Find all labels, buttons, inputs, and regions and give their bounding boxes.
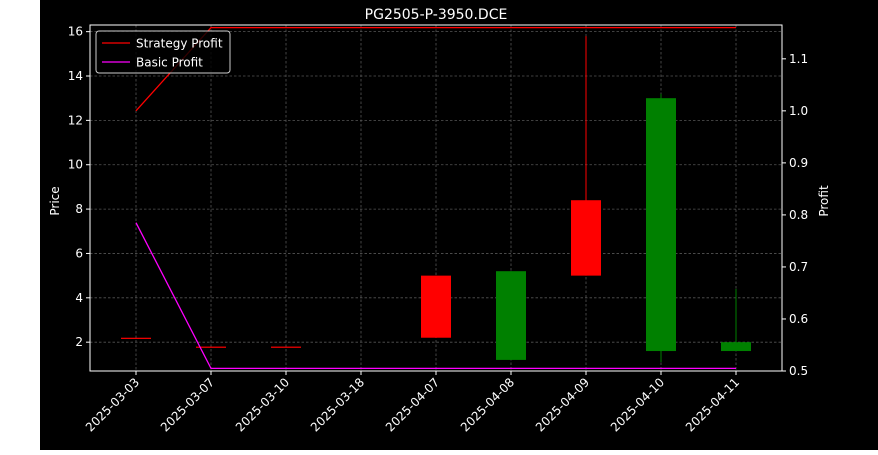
y-right-tick-label: 0.6 xyxy=(789,312,808,326)
x-tick-label: 2025-03-10 xyxy=(233,375,292,434)
y-right-tick-label: 1.0 xyxy=(789,104,808,118)
x-tick-label: 2025-04-11 xyxy=(683,375,742,434)
legend: Strategy Profit Basic Profit xyxy=(95,30,231,74)
candle-body xyxy=(271,346,301,348)
y-left-tick-label: 16 xyxy=(68,25,83,39)
left-axis-ticks: 2 4 6 8 10 12 14 16 xyxy=(68,25,90,349)
chart-figure: 2 4 6 8 10 12 14 16 0.5 0.6 0.7 0.8 0.9 1.0 1.1 2025-… xyxy=(40,0,878,450)
right-axis-label: Profit xyxy=(817,185,831,217)
candle-body xyxy=(571,200,601,276)
candles xyxy=(121,36,751,363)
y-right-tick-label: 0.8 xyxy=(789,208,808,222)
x-tick-label: 2025-04-10 xyxy=(608,375,667,434)
y-right-tick-label: 0.5 xyxy=(789,364,808,378)
legend-basic-profit-label: Basic Profit xyxy=(136,56,203,70)
candle-body xyxy=(721,342,751,352)
y-left-tick-label: 8 xyxy=(75,202,83,216)
y-left-tick-label: 6 xyxy=(75,246,83,260)
y-right-tick-label: 0.7 xyxy=(789,260,808,274)
y-left-tick-label: 2 xyxy=(75,335,83,349)
y-left-tick-label: 10 xyxy=(68,158,83,172)
profit-lines xyxy=(135,26,736,370)
series-line-basic-profit xyxy=(135,222,736,370)
x-tick-label: 2025-03-07 xyxy=(158,375,217,434)
candle-body xyxy=(496,271,526,360)
candlestick-chart: 2 4 6 8 10 12 14 16 0.5 0.6 0.7 0.8 0.9 1.0 1.1 2025-… xyxy=(48,7,831,434)
series-line-strategy-profit xyxy=(135,26,736,112)
candle-body xyxy=(196,346,226,348)
y-right-tick-label: 0.9 xyxy=(789,156,808,170)
y-right-tick-label: 1.1 xyxy=(789,52,808,66)
x-tick-label: 2025-03-03 xyxy=(83,375,142,434)
x-axis-ticks: 2025-03-03 2025-03-07 2025-03-10 2025-03-18… xyxy=(83,371,742,434)
candle-body xyxy=(646,98,676,352)
candle-body xyxy=(121,337,151,339)
candle-body xyxy=(421,275,451,338)
x-tick-label: 2025-04-08 xyxy=(458,375,517,434)
left-axis-label: Price xyxy=(48,186,62,215)
y-left-tick-label: 12 xyxy=(68,113,83,127)
right-axis-ticks: 0.5 0.6 0.7 0.8 0.9 1.0 1.1 xyxy=(782,52,808,378)
y-left-tick-label: 14 xyxy=(68,69,83,83)
legend-strategy-profit-label: Strategy Profit xyxy=(136,37,223,51)
x-tick-label: 2025-04-07 xyxy=(383,375,442,434)
chart-title: PG2505-P-3950.DCE xyxy=(365,7,508,23)
y-left-tick-label: 4 xyxy=(75,291,83,305)
x-tick-label: 2025-04-09 xyxy=(533,375,592,434)
x-tick-label: 2025-03-18 xyxy=(308,375,367,434)
